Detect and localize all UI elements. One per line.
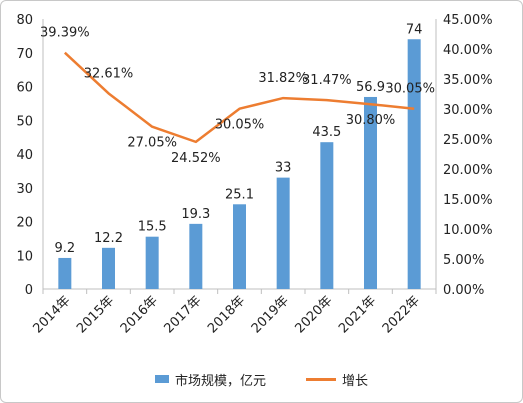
- bar-value-label: 56.9: [356, 80, 385, 95]
- y-right-tick-label: 40.00%: [443, 43, 493, 58]
- y-left-tick-label: 50: [16, 114, 33, 129]
- legend: 市场规模，亿元 增长: [1, 369, 522, 389]
- y-right-tick-label: 45.00%: [443, 13, 493, 28]
- legend-item-line: 增长: [306, 370, 368, 389]
- legend-label-line: 增长: [342, 373, 369, 389]
- line-value-label: 31.82%: [258, 71, 308, 86]
- line-value-label: 39.39%: [40, 26, 90, 41]
- y-left-tick-label: 30: [16, 182, 33, 197]
- line-value-label: 32.61%: [84, 66, 134, 81]
- y-left-tick-label: 60: [16, 81, 33, 96]
- y-left-tick-label: 40: [16, 148, 33, 163]
- bar: [145, 236, 159, 289]
- y-right-tick-label: 10.00%: [443, 223, 493, 238]
- bar: [189, 223, 203, 289]
- line-value-label: 30.05%: [385, 82, 435, 97]
- line-value-label: 30.05%: [215, 118, 265, 133]
- growth-line: [63, 51, 415, 144]
- bar: [58, 257, 72, 289]
- legend-label-bar: 市场规模，亿元: [174, 373, 266, 389]
- line-value-label: 30.80%: [346, 113, 396, 128]
- x-tick-label: 2015年: [74, 293, 117, 336]
- y-left-tick-label: 70: [16, 47, 33, 62]
- x-tick-label: 2021年: [336, 293, 379, 336]
- bar-value-label: 12.2: [94, 231, 123, 246]
- bar-series: [58, 39, 421, 290]
- x-tick-label: 2017年: [161, 293, 204, 336]
- y-left-tick-label: 10: [16, 249, 33, 264]
- y-left-tick-label: 0: [25, 283, 33, 298]
- legend-item-bar: 市场规模，亿元: [154, 370, 266, 389]
- y-left-tick-label: 80: [16, 13, 33, 28]
- bar: [233, 204, 246, 289]
- y-right-tick-label: 15.00%: [443, 193, 493, 208]
- bar-value-label: 25.1: [225, 187, 254, 202]
- bar-value-label: 43.5: [312, 125, 341, 140]
- bar-value-label: 74: [406, 22, 423, 37]
- x-tick-label: 2020年: [292, 293, 335, 336]
- x-tick-label: 2014年: [30, 293, 73, 336]
- bar: [276, 177, 290, 289]
- bar-value-label: 15.5: [138, 220, 167, 235]
- combo-chart: 0 10 20 30 40 50 60 70 80 0.00% 5.00% 10.00% 15.00% 2…: [16, 13, 492, 336]
- y-left-tick-label: 20: [16, 216, 33, 231]
- line-value-label: 31.47%: [302, 73, 352, 88]
- bar: [364, 96, 377, 290]
- bar-value-label: 9.2: [54, 241, 75, 256]
- bar-value-label: 33: [275, 161, 292, 176]
- x-tick-label: 2019年: [249, 293, 292, 336]
- bar: [320, 142, 334, 289]
- y-right-tick-label: 20.00%: [443, 163, 493, 178]
- legend-swatch-line: [306, 377, 336, 381]
- y-right-tick-label: 35.00%: [443, 73, 493, 88]
- bar-value-label: 19.3: [181, 207, 210, 222]
- x-tick-label: 2022年: [380, 293, 423, 336]
- y-right-tick-label: 25.00%: [443, 133, 493, 148]
- line-value-label: 27.05%: [127, 136, 177, 151]
- line-value-label: 24.52%: [171, 151, 221, 166]
- line-series: [63, 51, 415, 144]
- y-right-tick-label: 0.00%: [443, 283, 484, 298]
- y-right-tick-label: 30.00%: [443, 103, 493, 118]
- x-tick-label: 2016年: [118, 293, 161, 336]
- bar: [102, 247, 115, 289]
- chart-axes: 0 10 20 30 40 50 60 70 80 0.00% 5.00% 10.00% 15.00% 2…: [16, 13, 492, 336]
- legend-swatch-bar: [154, 375, 169, 383]
- data-labels: 9.2 12.2 15.5 19.3 25.1 33 43.5 56.9 74 39.39% 32.…: [40, 22, 435, 256]
- bar: [407, 39, 421, 289]
- y-right-tick-label: 5.00%: [443, 253, 484, 268]
- x-tick-label: 2018年: [205, 293, 248, 336]
